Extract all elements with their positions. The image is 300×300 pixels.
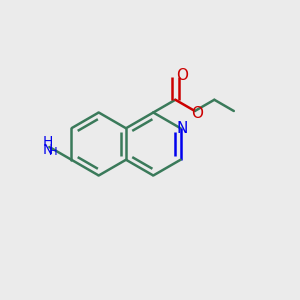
Text: O: O bbox=[176, 68, 188, 83]
Text: H: H bbox=[43, 135, 53, 148]
Text: N: N bbox=[43, 143, 53, 157]
Text: H: H bbox=[49, 147, 57, 158]
Text: O: O bbox=[190, 106, 202, 121]
Text: N: N bbox=[176, 121, 188, 136]
